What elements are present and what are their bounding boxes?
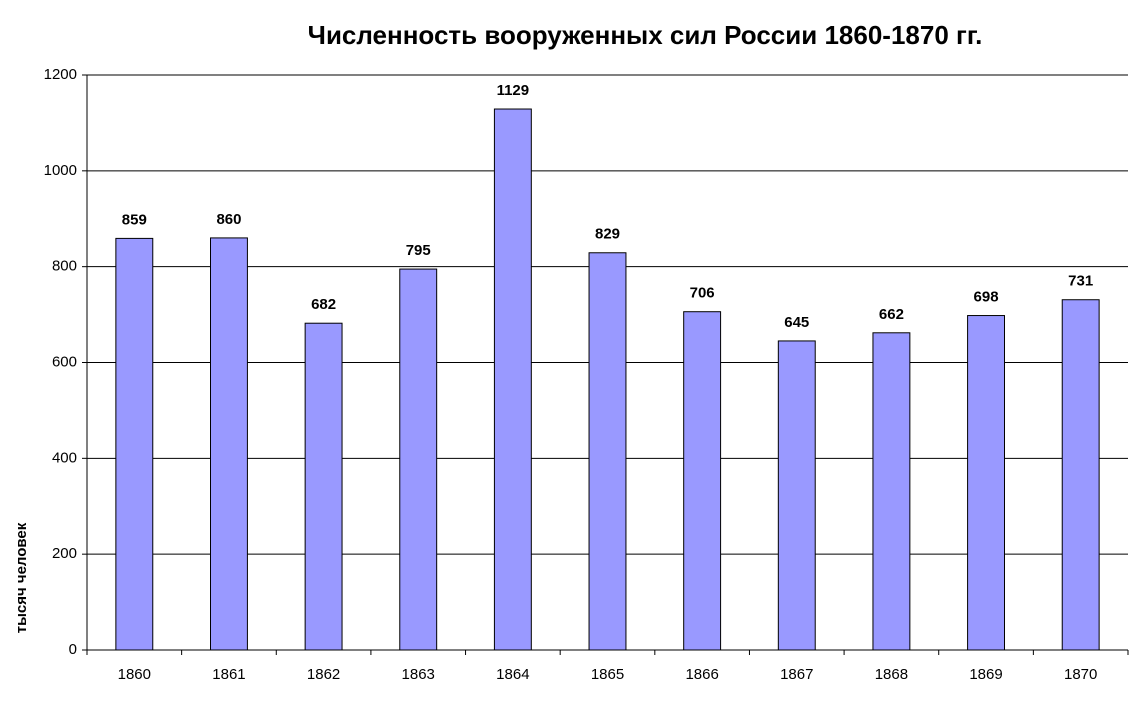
x-tick-label: 1867: [780, 666, 813, 683]
data-label: 645: [784, 314, 809, 331]
data-label: 795: [406, 242, 431, 259]
x-tick-label: 1864: [496, 666, 529, 683]
y-tick-label: 1000: [44, 162, 77, 179]
data-label: 731: [1068, 273, 1093, 290]
bar: [777, 340, 816, 651]
data-label: 1129: [497, 82, 530, 99]
bar: [967, 315, 1005, 651]
x-tick-label: 1860: [118, 666, 151, 683]
bar: [588, 252, 627, 651]
x-tick-label: 1861: [212, 666, 245, 683]
data-label: 706: [690, 285, 715, 302]
y-tick-label: 1200: [44, 66, 77, 83]
x-tick-label: 1866: [685, 666, 718, 683]
bar: [872, 332, 911, 651]
y-tick-label: 400: [52, 449, 77, 466]
data-label: 829: [595, 226, 620, 243]
x-tick-label: 1865: [591, 666, 624, 683]
y-axis-label: тысяч человек: [13, 522, 30, 633]
bar: [399, 268, 438, 651]
y-tick-label: 600: [52, 353, 77, 370]
chart-title: Численность вооруженных сил России 1860-…: [308, 20, 983, 50]
data-label: 859: [122, 211, 147, 228]
bar: [210, 237, 248, 651]
y-tick-label: 0: [69, 641, 77, 658]
data-label: 682: [311, 296, 336, 313]
x-tick-label: 1870: [1064, 666, 1097, 683]
data-label: 860: [216, 211, 241, 228]
x-tick-label: 1869: [969, 666, 1002, 683]
y-tick-label: 200: [52, 545, 77, 562]
data-label: 662: [879, 306, 904, 323]
bar: [304, 322, 343, 651]
bar: [683, 311, 722, 651]
x-tick-label: 1863: [402, 666, 435, 683]
x-tick-label: 1862: [307, 666, 340, 683]
bar: [493, 108, 532, 651]
bar: [115, 237, 154, 651]
bar: [1061, 299, 1100, 651]
y-tick-label: 800: [52, 258, 77, 275]
x-tick-label: 1868: [875, 666, 908, 683]
data-label: 698: [974, 289, 999, 306]
